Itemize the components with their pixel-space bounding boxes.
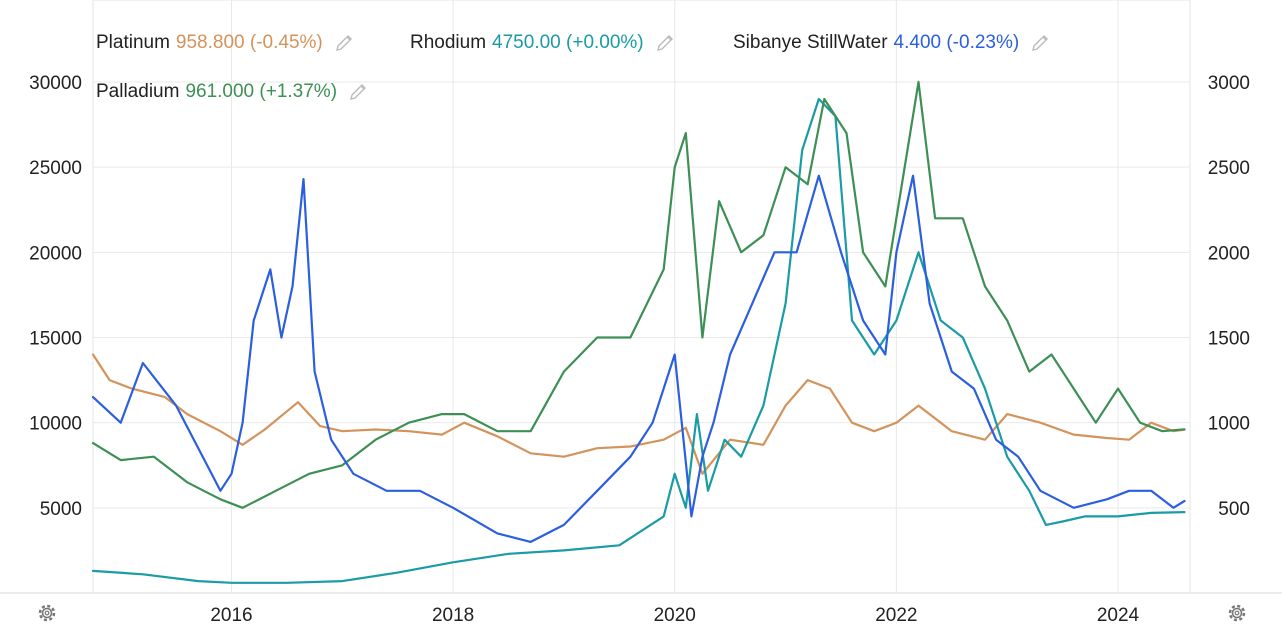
series-line-sibanye-stillwater — [91, 174, 1186, 544]
left-tick-label: 30000 — [29, 73, 82, 94]
left-axis-ticks: 5000 10000 15000 20000 25000 30000 — [29, 73, 82, 520]
right-tick-label: 2500 — [1208, 158, 1250, 179]
x-axis-ticks: 2016 2018 2020 2022 2024 — [210, 605, 1139, 626]
legend-platinum-name: Platinum — [96, 32, 170, 53]
series-line-platinum — [91, 353, 1186, 475]
gear-icon[interactable] — [1225, 601, 1249, 625]
gear-icon[interactable] — [35, 601, 59, 625]
pencil-icon[interactable] — [1029, 32, 1051, 54]
series-line-palladium — [91, 80, 1186, 509]
left-tick-label: 20000 — [29, 243, 82, 264]
x-tick-label: 2018 — [432, 605, 474, 626]
left-tick-label: 5000 — [40, 499, 82, 520]
x-tick-label: 2024 — [1097, 605, 1140, 626]
right-tick-label: 3000 — [1208, 73, 1250, 94]
legend-palladium: Palladium 961.000 (+1.37%) — [96, 81, 369, 103]
legend-platinum-value: 958.800 (-0.45%) — [175, 32, 323, 53]
pencil-icon[interactable] — [333, 32, 355, 54]
left-tick-label: 25000 — [29, 158, 82, 179]
series-line-rhodium — [91, 97, 1186, 584]
left-tick-label: 10000 — [29, 414, 82, 435]
legend-sibanye-value: 4.400 (-0.23%) — [893, 32, 1020, 53]
right-tick-label: 1500 — [1208, 329, 1250, 350]
legend-rhodium-value: 4750.00 (+0.00%) — [492, 32, 644, 53]
pencil-icon[interactable] — [347, 81, 369, 103]
right-tick-label: 2000 — [1208, 243, 1250, 264]
x-tick-label: 2022 — [875, 605, 917, 626]
x-tick-label: 2020 — [654, 605, 696, 626]
x-tick-label: 2016 — [210, 605, 252, 626]
legend-rhodium: Rhodium 4750.00 (+0.00%) — [410, 32, 676, 54]
legend-sibanye-name: Sibanye StillWater — [733, 32, 888, 53]
right-tick-label: 500 — [1218, 499, 1250, 520]
pencil-icon[interactable] — [654, 32, 676, 54]
right-tick-label: 1000 — [1208, 414, 1250, 435]
right-axis-ticks: 500 1000 1500 2000 2500 3000 — [1208, 73, 1250, 520]
legend-rhodium-name: Rhodium — [410, 32, 487, 53]
series-lines — [91, 80, 1186, 584]
legend-sibanye: Sibanye StillWater 4.400 (-0.23%) — [733, 32, 1051, 54]
left-tick-label: 15000 — [29, 329, 82, 350]
legend-platinum: Platinum 958.800 (-0.45%) — [96, 32, 355, 54]
legend-palladium-value: 961.000 (+1.37%) — [185, 81, 338, 102]
legend-palladium-name: Palladium — [96, 81, 180, 102]
